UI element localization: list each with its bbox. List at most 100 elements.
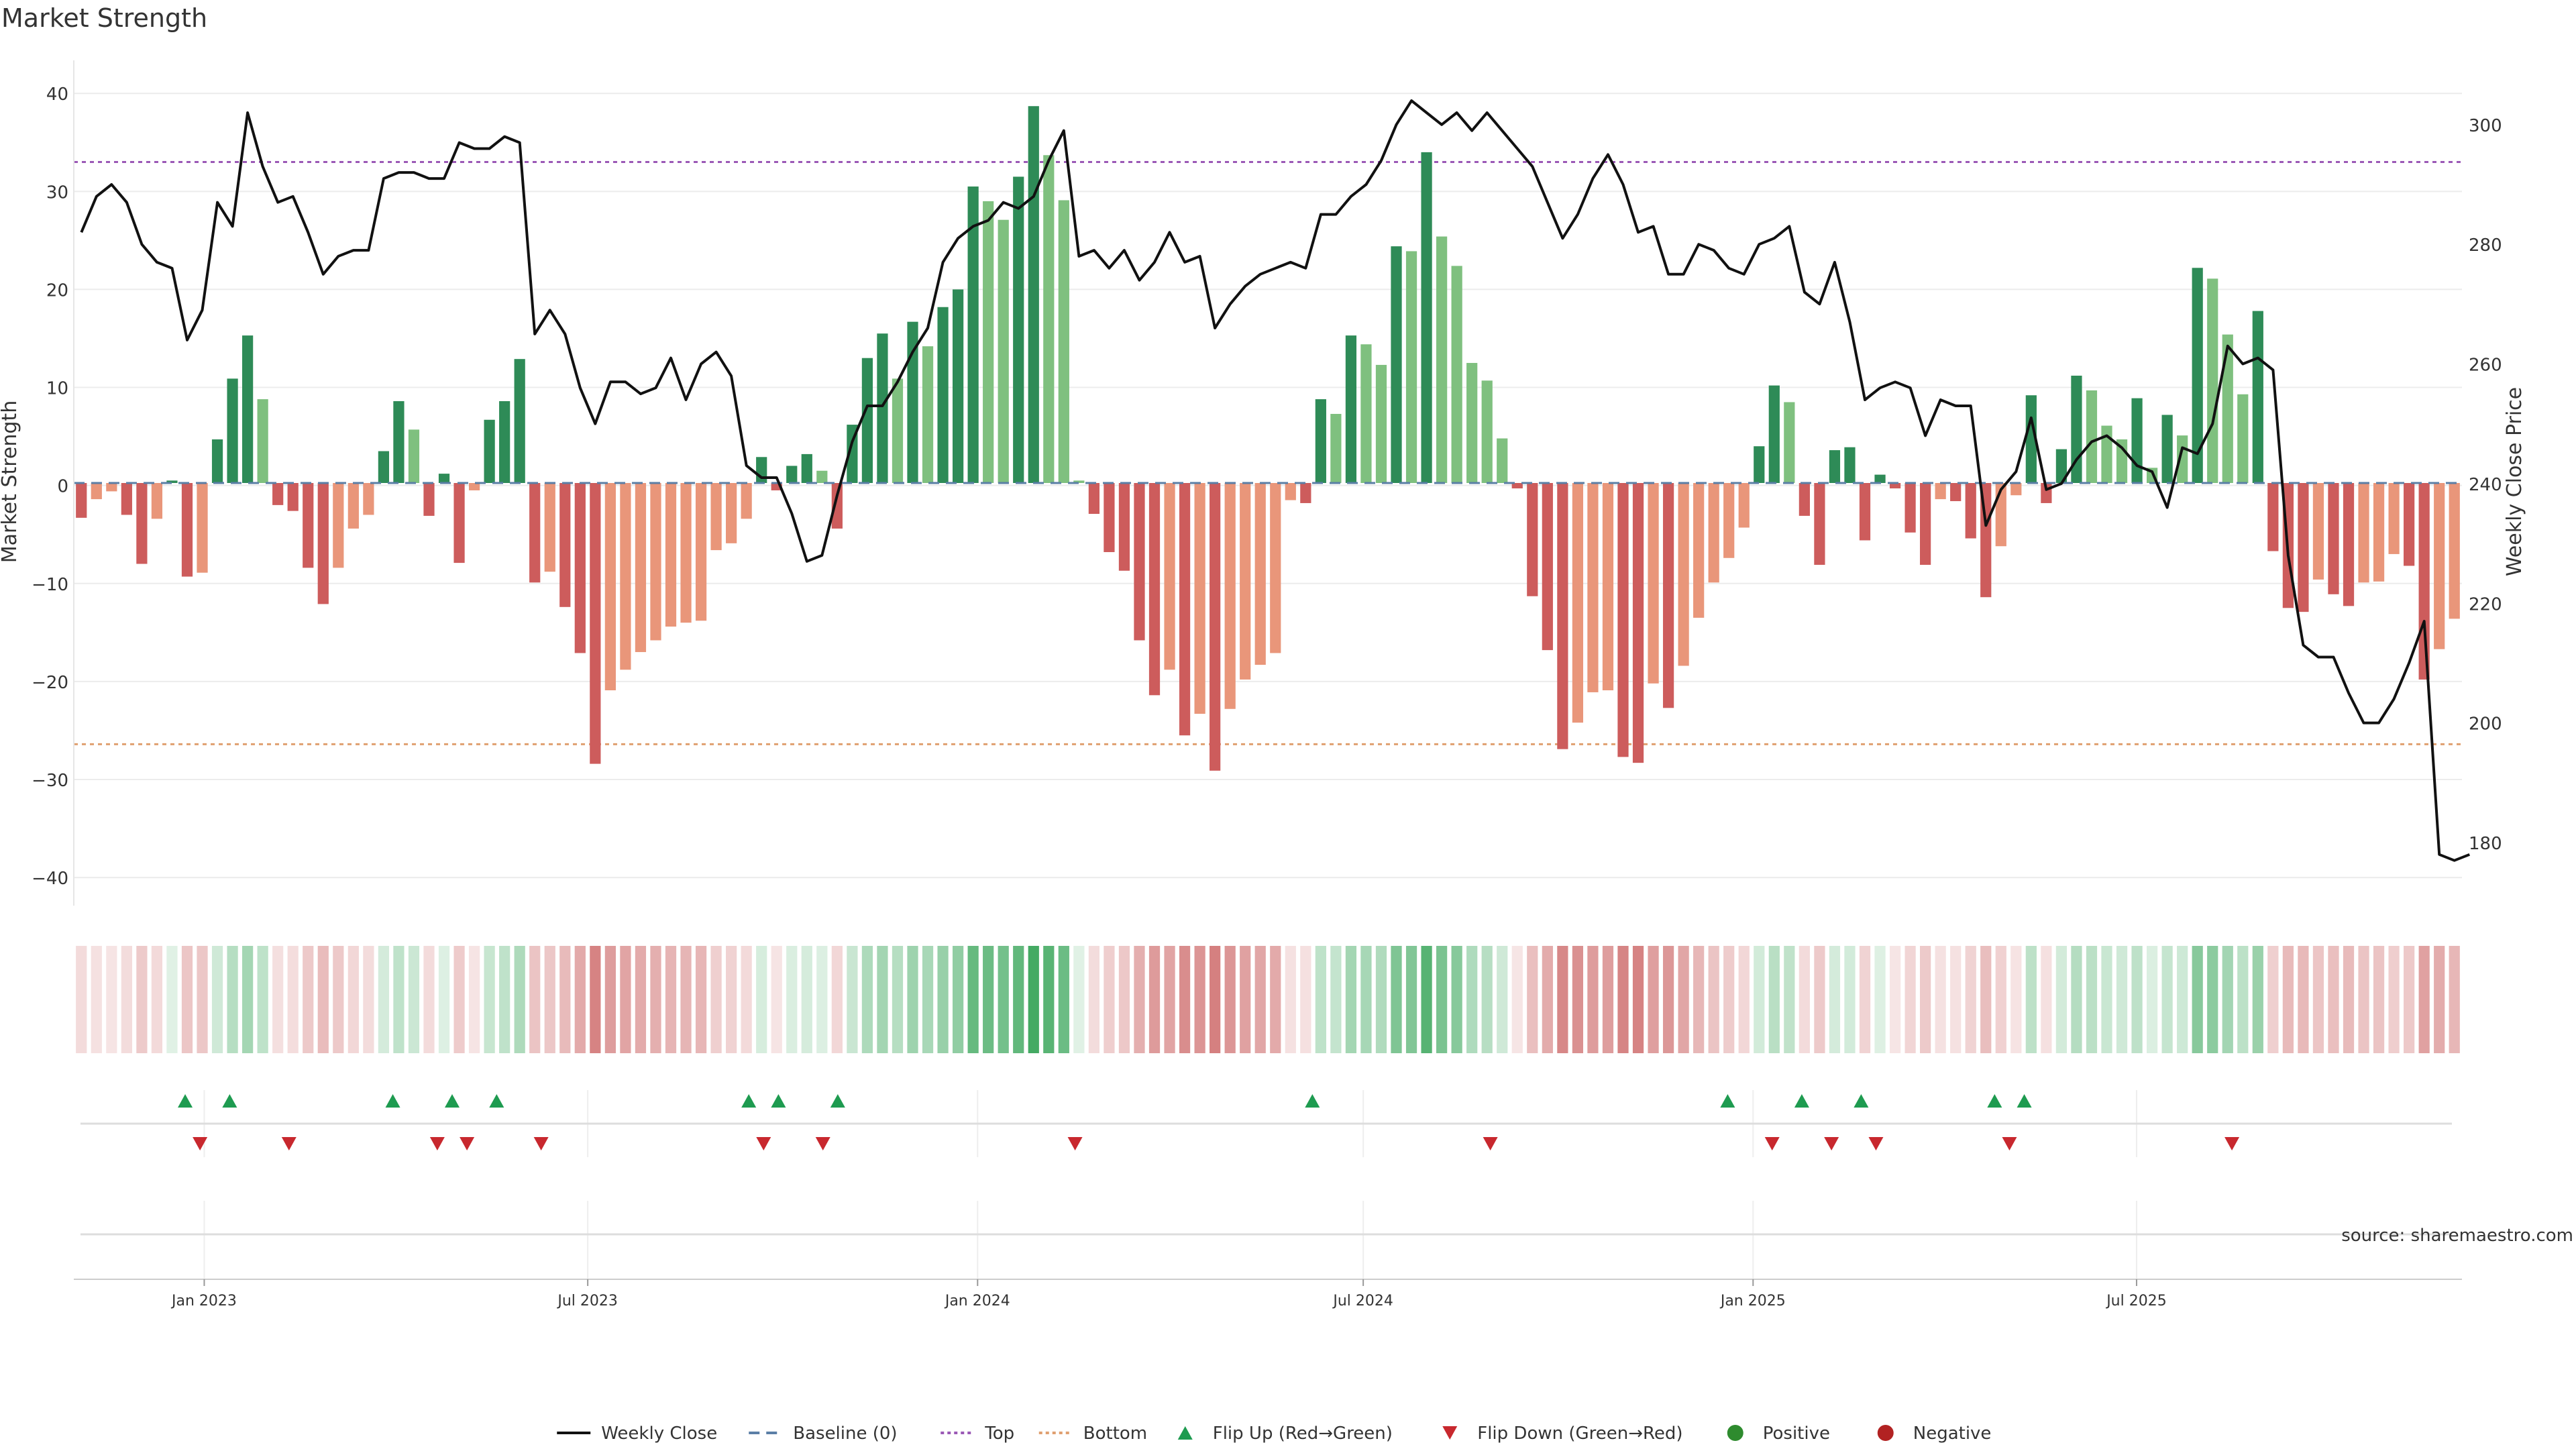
y-tick-left: −30 — [32, 771, 68, 791]
flip-down-marker — [756, 1137, 771, 1150]
flip-down-marker — [281, 1137, 297, 1150]
strength-bar — [801, 453, 812, 483]
strength-bar — [590, 483, 601, 764]
strength-bar — [1693, 483, 1705, 618]
strength-bar — [1148, 483, 1161, 696]
strength-bar — [1013, 176, 1024, 483]
heat-cell — [1451, 946, 1462, 1053]
strength-bar — [1104, 483, 1115, 553]
strength-bar — [151, 483, 163, 519]
legend-swatch-dot — [1877, 1425, 1894, 1441]
chart-title: Market Strength — [1, 3, 207, 33]
heat-cell — [574, 946, 586, 1053]
heat-cell — [2146, 946, 2158, 1053]
heat-cell — [1210, 946, 1221, 1053]
source-note: source: sharemaestro.com — [2341, 1226, 2573, 1246]
heat-cell — [998, 946, 1009, 1053]
strength-bar — [1723, 483, 1735, 558]
flip-down-marker — [533, 1137, 549, 1150]
y-tick-right: 300 — [2469, 116, 2502, 136]
strength-bar — [1632, 483, 1644, 763]
strength-bar — [620, 483, 631, 670]
strength-bar — [2358, 483, 2369, 583]
heat-cell — [151, 946, 163, 1053]
strength-bar — [242, 335, 254, 483]
flip-down-marker — [429, 1137, 445, 1150]
heat-cell — [393, 946, 405, 1053]
strength-bar — [272, 483, 284, 505]
y-axis-left-label: Market Strength — [0, 400, 21, 563]
heat-cell — [333, 946, 344, 1053]
strength-bar — [1602, 483, 1614, 691]
heat-cell — [1360, 946, 1372, 1053]
strength-bar — [1058, 200, 1069, 483]
heat-cell — [1073, 946, 1085, 1053]
heat-cell — [2207, 946, 2218, 1053]
heat-cell — [166, 946, 178, 1053]
strength-bar — [1421, 152, 1432, 483]
heat-cell — [2418, 946, 2430, 1053]
flip-up-marker — [1794, 1094, 1809, 1108]
heat-cell — [1164, 946, 1175, 1053]
heat-cell — [2434, 946, 2445, 1053]
heat-cell — [1481, 946, 1493, 1053]
x-tick-label: Jan 2025 — [1719, 1293, 1786, 1309]
heat-cell — [2071, 946, 2082, 1053]
heat-cell — [1874, 946, 1886, 1053]
strength-bar — [1254, 483, 1266, 665]
heat-cell — [438, 946, 450, 1053]
strength-bar — [1497, 438, 1508, 483]
legend-swatch-dot — [1727, 1425, 1743, 1441]
strength-bar — [1345, 335, 1357, 483]
heat-cell — [2312, 946, 2324, 1053]
heat-cell — [1254, 946, 1266, 1053]
heat-cell — [1950, 946, 1962, 1053]
y-tick-left: −10 — [32, 575, 68, 595]
heat-cell — [1708, 946, 1719, 1053]
y-axis-right: 300 280 260 240 220 200 180 — [2469, 116, 2502, 854]
heat-cell — [1405, 946, 1417, 1053]
strength-bar — [2328, 483, 2339, 594]
heat-cell — [2101, 946, 2112, 1053]
heat-cell — [1587, 946, 1599, 1053]
strength-bar — [1829, 450, 1841, 483]
heat-cell — [2222, 946, 2233, 1053]
heat-cell — [1935, 946, 1946, 1053]
strength-bar — [544, 483, 555, 572]
legend-swatch-flip-up — [1177, 1426, 1193, 1440]
strength-bar — [1648, 483, 1659, 684]
legend-label: Top — [984, 1424, 1014, 1444]
legend-label: Weekly Close — [601, 1424, 717, 1444]
heat-cell — [2388, 946, 2400, 1053]
strength-bar — [1587, 483, 1599, 692]
strength-bar — [695, 483, 707, 621]
heat-cell — [1270, 946, 1281, 1053]
strength-heat-strip — [76, 946, 2460, 1053]
strength-bar — [2449, 483, 2460, 619]
strength-bar — [1920, 483, 1931, 565]
x-tick-label: Jul 2024 — [1332, 1293, 1393, 1309]
heat-cell — [2161, 946, 2173, 1053]
heat-cell — [2373, 946, 2385, 1053]
heat-cell — [1889, 946, 1901, 1053]
heat-cell — [1013, 946, 1024, 1053]
heat-cell — [2282, 946, 2294, 1053]
heat-cell — [937, 946, 949, 1053]
heat-cell — [1980, 946, 1992, 1053]
strength-bar — [181, 483, 193, 577]
heat-cell — [136, 946, 148, 1053]
strength-bar — [1874, 474, 1886, 483]
strength-bar — [1391, 246, 1402, 483]
heat-cell — [1602, 946, 1614, 1053]
strength-bar — [650, 483, 661, 641]
flip-up-marker — [489, 1094, 504, 1108]
strength-bar — [1270, 483, 1281, 653]
strength-bar — [1466, 363, 1478, 483]
strength-bar — [1511, 483, 1523, 489]
strength-bar — [1088, 483, 1099, 515]
strength-bar — [2207, 278, 2218, 483]
strength-bar — [1527, 483, 1538, 596]
heat-cell — [1632, 946, 1644, 1053]
legend-entry: Flip Up (Red→Green) — [1177, 1424, 1393, 1444]
legend-entry: Weekly Close — [557, 1424, 717, 1444]
